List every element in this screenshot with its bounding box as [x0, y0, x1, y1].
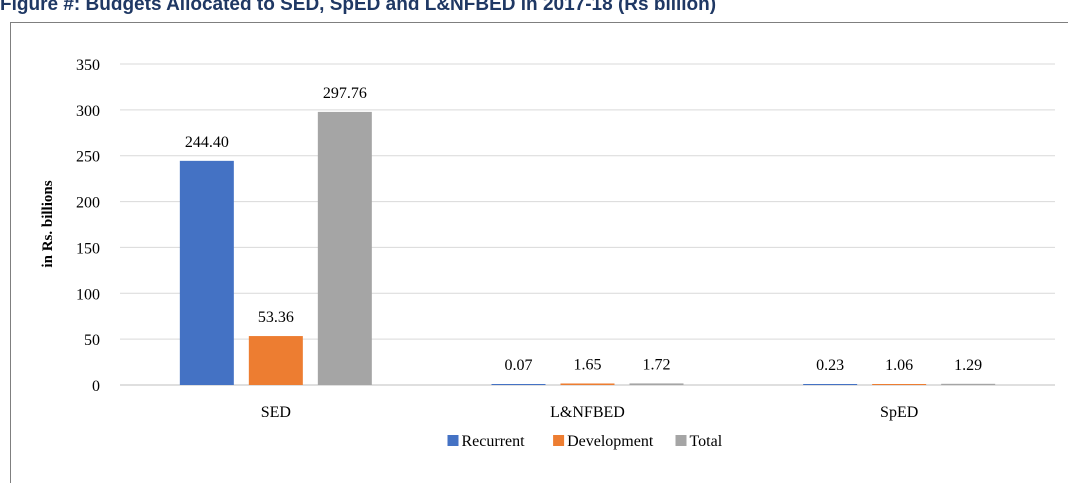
bar-recurrent-lnfbed	[491, 384, 546, 385]
y-tick-label: 250	[76, 149, 100, 166]
x-axis-ticks: SED L&NFBED SpED	[261, 404, 919, 421]
bar-recurrent-sed	[179, 160, 234, 385]
y-axis-label: in Rs. billions	[40, 180, 56, 267]
x-tick-label: SpED	[880, 404, 918, 421]
legend-swatch-recurrent	[447, 435, 459, 446]
legend-swatch-development	[553, 435, 565, 446]
x-tick-label: SED	[261, 404, 291, 421]
data-label: 53.36	[258, 309, 294, 326]
bar-recurrent-sped	[803, 384, 858, 385]
bar-total-lnfbed	[629, 383, 684, 385]
data-label: 0.23	[816, 357, 844, 374]
y-tick-label: 300	[76, 103, 100, 120]
bars	[179, 111, 996, 385]
data-label: 1.06	[885, 357, 913, 374]
y-tick-label: 0	[92, 378, 100, 395]
legend-swatch-total	[675, 435, 687, 446]
data-labels: 244.40 53.36 297.76 0.07 1.65 1.72 0.23 1.06 1.2…	[185, 85, 982, 374]
x-tick-label: L&NFBED	[550, 404, 625, 421]
data-label: 0.07	[505, 357, 533, 374]
bar-development-lnfbed	[560, 383, 615, 385]
y-tick-label: 150	[76, 240, 100, 257]
data-label: 1.29	[954, 357, 982, 374]
bar-development-sped	[872, 384, 927, 385]
data-label: 1.65	[574, 356, 602, 373]
data-label: 297.76	[323, 85, 367, 102]
y-tick-label: 200	[76, 195, 100, 212]
bar-development-sed	[248, 336, 303, 385]
legend-label-development: Development	[567, 433, 654, 450]
bar-chart: 0 50 100 150 200 250 300 350 244.40 53.36 297.76 0…	[40, 57, 1055, 450]
legend: Recurrent Development Total	[447, 433, 723, 450]
data-label: 1.72	[643, 356, 671, 373]
y-tick-label: 100	[76, 286, 100, 303]
y-tick-label: 350	[76, 57, 100, 74]
data-label: 244.40	[185, 134, 229, 151]
legend-label-total: Total	[690, 433, 723, 450]
legend-label-recurrent: Recurrent	[462, 433, 526, 450]
y-tick-label: 50	[84, 332, 100, 349]
bar-total-sped	[941, 383, 996, 385]
chart-frame	[10, 22, 1068, 483]
y-axis-ticks: 0 50 100 150 200 250 300 350	[76, 57, 100, 395]
chart-title: Figure #: Budgets Allocated to SED, SpED…	[0, 0, 717, 15]
bar-total-sed	[317, 111, 372, 385]
